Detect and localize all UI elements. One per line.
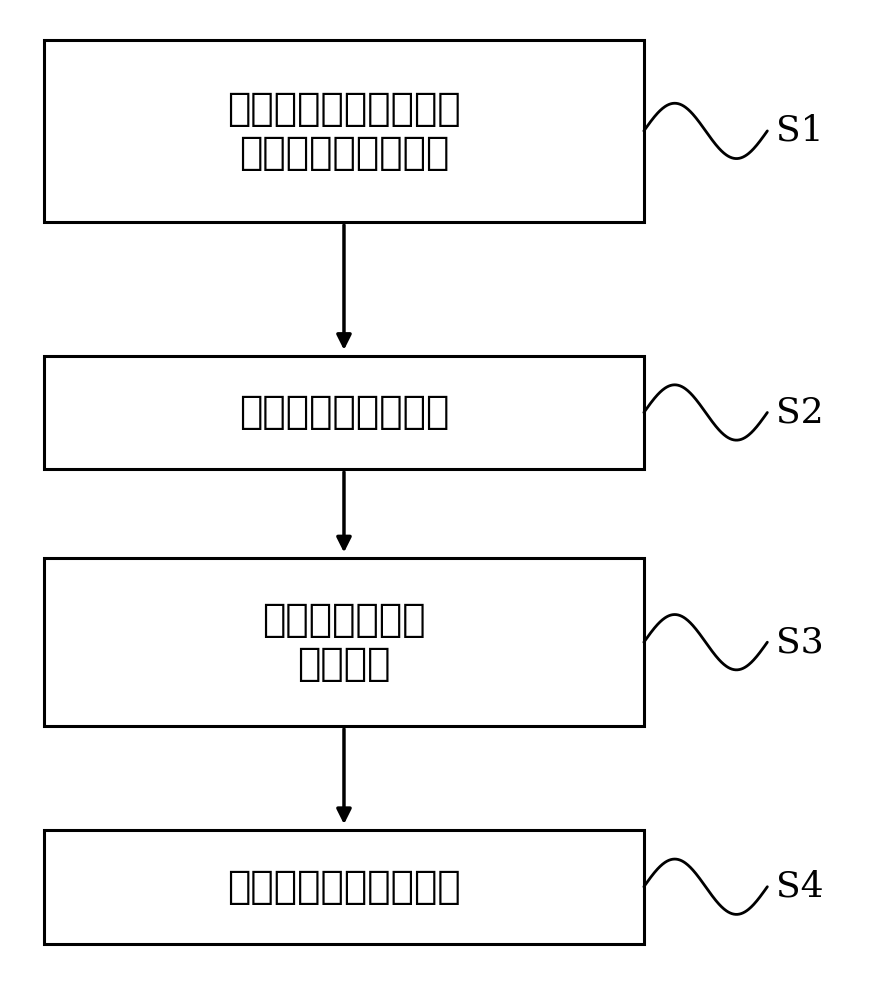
Text: S3: S3 — [776, 625, 824, 659]
Text: 小区内协作用户调度: 小区内协作用户调度 — [239, 393, 449, 432]
Text: S2: S2 — [776, 395, 824, 430]
Text: S1: S1 — [776, 114, 824, 148]
FancyBboxPatch shape — [44, 558, 644, 726]
Text: 小区间协作用户
联合调度: 小区间协作用户 联合调度 — [262, 602, 426, 683]
FancyBboxPatch shape — [44, 40, 644, 222]
Text: S4: S4 — [776, 869, 824, 904]
Text: 小区内非协作用户调度: 小区内非协作用户调度 — [227, 867, 461, 906]
Text: 根据信道状态选择参与
调度的用户及其类型: 根据信道状态选择参与 调度的用户及其类型 — [227, 90, 461, 172]
FancyBboxPatch shape — [44, 356, 644, 469]
FancyBboxPatch shape — [44, 830, 644, 944]
